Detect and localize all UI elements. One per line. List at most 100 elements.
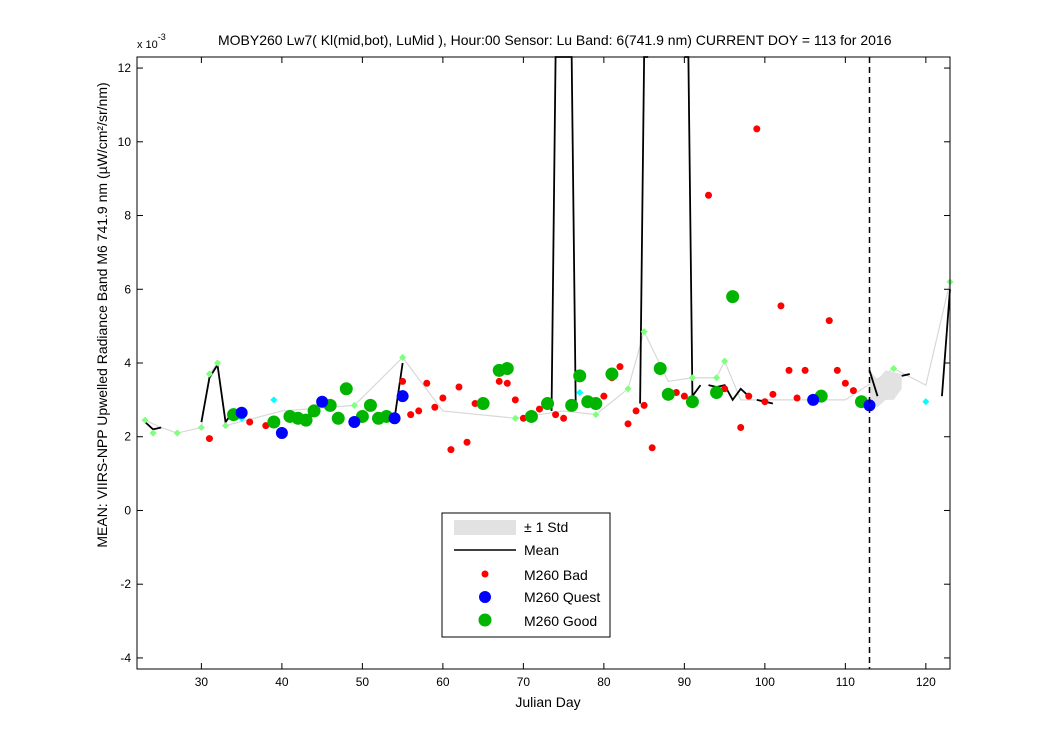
bad-point [737,424,745,432]
bad-point [777,302,785,310]
bad-point [407,411,415,419]
cyan-point [576,388,584,397]
quest-point [275,427,288,440]
bad-point [205,435,213,443]
std-band [869,370,902,408]
light-green-point [399,353,407,362]
y-axis-label: MEAN: VIIRS-NPP Upwelled Radiance Band M… [94,82,110,547]
light-green-point [205,370,213,378]
y-multiplier-exponent: -3 [158,32,166,42]
legend-quest-label: M260 Quest [524,589,600,605]
light-green-point [713,374,721,382]
legend-mean-label: Mean [524,542,559,558]
mean-line-segment [941,289,951,397]
quest-point [388,412,401,425]
bad-point [825,317,833,325]
good-point [363,398,377,412]
quest-point [235,406,248,419]
bad-point [648,444,656,452]
x-tick-label: 30 [195,675,209,689]
good-point [541,397,555,411]
bad-point [616,363,624,371]
good-point [476,397,490,411]
bad-point [705,191,713,199]
good-point [710,385,724,399]
bad-point [415,407,423,415]
good-point [726,290,740,304]
legend-bad-label: M260 Bad [524,567,588,583]
light-green-point [511,414,519,422]
legend: ± 1 Std Mean M260 Bad M260 Quest M260 Go… [441,512,611,638]
bad-point [849,387,857,395]
bad-point [552,411,560,419]
x-tick-label: 110 [836,675,855,689]
bad-point [761,398,769,406]
legend-good-marker [478,613,492,627]
x-tick-label: 80 [597,675,611,689]
light-green-point [350,401,358,409]
light-green-point [197,423,205,432]
y-tick-label: 10 [118,135,132,149]
x-tick-label: 120 [916,675,936,689]
bad-point [841,379,849,387]
y-tick-label: 2 [124,430,131,444]
good-point [524,409,538,423]
mean-line-segment [393,362,404,419]
bad-point [399,377,407,385]
light-green-point [624,385,632,393]
bad-point [769,390,777,398]
good-point [589,397,603,411]
quest-point [396,390,409,403]
legend-good-label: M260 Good [524,613,597,629]
light-green-point [173,429,181,437]
bad-point [511,396,519,404]
y-tick-label: 6 [124,282,131,296]
y-tick-label: -4 [120,651,131,665]
bad-point [495,377,503,385]
good-point [685,395,699,409]
good-point [573,369,587,383]
light-green-point [141,416,149,424]
quest-point [348,415,361,428]
good-point [653,362,667,376]
bad-point [431,403,439,411]
bad-point [721,385,729,393]
x-tick-label: 70 [517,675,531,689]
cyan-point [270,396,278,404]
light-green-point [213,359,222,367]
light-green-point [890,364,898,373]
y-tick-label: 0 [124,503,131,517]
x-tick-label: 60 [436,675,450,689]
x-tick-label: 100 [755,675,775,689]
quest-point [863,399,876,412]
x-tick-label: 50 [356,675,370,689]
quest-point [807,393,820,406]
bad-point [600,392,608,400]
good-point [500,362,514,376]
legend-bad-marker [481,570,489,578]
x-axis-label: Julian Day [515,694,580,710]
bad-point [793,394,801,402]
bad-point [423,379,431,387]
chart-title: MOBY260 Lw7( Kl(mid,bot), LuMid ), Hour:… [218,32,892,48]
bad-point [246,418,254,426]
y-tick-label: 4 [124,356,131,370]
bad-point [624,420,632,428]
bad-point [560,414,568,422]
bad-point [801,366,809,374]
bad-point [753,125,761,133]
y-tick-label: 8 [124,209,131,223]
light-green-point [149,429,157,437]
x-tick-label: 40 [275,675,289,689]
good-point [605,367,619,381]
mean-line-segment [144,421,162,431]
y-multiplier: x 10-3 [137,32,166,51]
light-green-point [592,411,600,419]
bad-point [785,366,793,374]
bad-point [463,438,471,446]
y-tick-label: 12 [118,61,132,75]
y-tick-label: -2 [120,577,131,591]
mean-line-segment [868,370,879,397]
bad-point [471,400,479,408]
